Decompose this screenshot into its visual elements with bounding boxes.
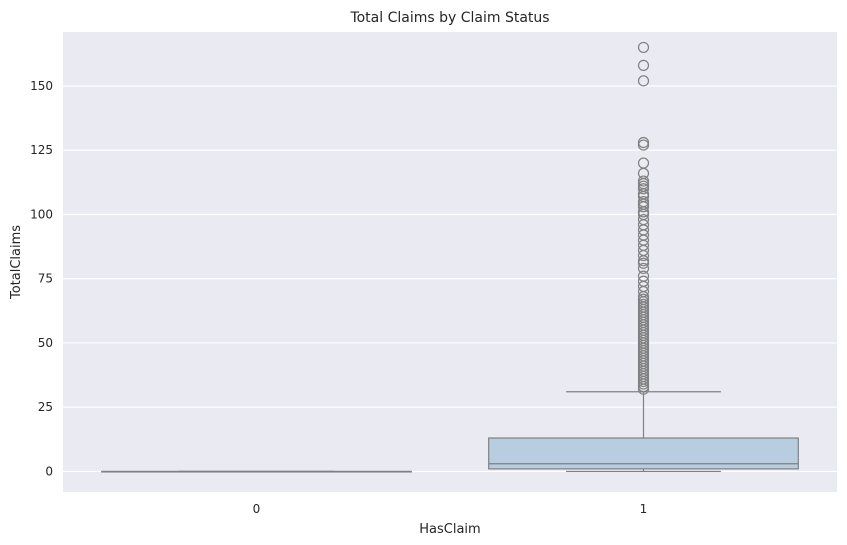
x-tick-label: 0 — [253, 502, 261, 516]
y-tick-label: 100 — [30, 207, 53, 221]
outlier-point — [637, 293, 650, 305]
outlier-point — [637, 139, 650, 151]
chart-title: Total Claims by Claim Status — [349, 10, 549, 26]
outlier-point — [637, 213, 650, 226]
outlier-point — [637, 59, 650, 72]
y-axis-label: TotalClaims — [9, 225, 24, 300]
outlier-point — [637, 257, 650, 269]
outlier-point — [637, 183, 650, 195]
x-tick-label: 1 — [640, 502, 648, 516]
outlier-point — [637, 180, 650, 192]
x-axis-label: HasClaim — [419, 522, 480, 537]
outlier-point — [637, 75, 650, 87]
y-tick-label: 25 — [38, 400, 53, 414]
box-group-1 — [488, 41, 799, 473]
outlier-point — [637, 275, 650, 287]
y-tick-label: 50 — [38, 336, 53, 350]
box-group-0 — [101, 470, 412, 473]
grid-lines — [63, 85, 837, 473]
outlier-point — [637, 270, 650, 282]
y-axis-ticks: 0 25 50 75 100 125 150 — [30, 79, 53, 478]
y-tick-label: 75 — [38, 272, 53, 286]
box-series — [101, 41, 799, 473]
y-tick-label: 125 — [30, 143, 53, 157]
y-tick-label: 0 — [45, 464, 53, 478]
outlier-point — [637, 196, 650, 208]
outlier-point — [637, 262, 650, 275]
plot-background — [63, 32, 837, 492]
y-tick-label: 150 — [30, 79, 53, 93]
outlier-point — [637, 175, 650, 187]
outlier-point — [637, 136, 650, 149]
outlier-point — [637, 41, 650, 54]
outlier-point — [637, 157, 650, 169]
outlier-point — [637, 298, 650, 311]
